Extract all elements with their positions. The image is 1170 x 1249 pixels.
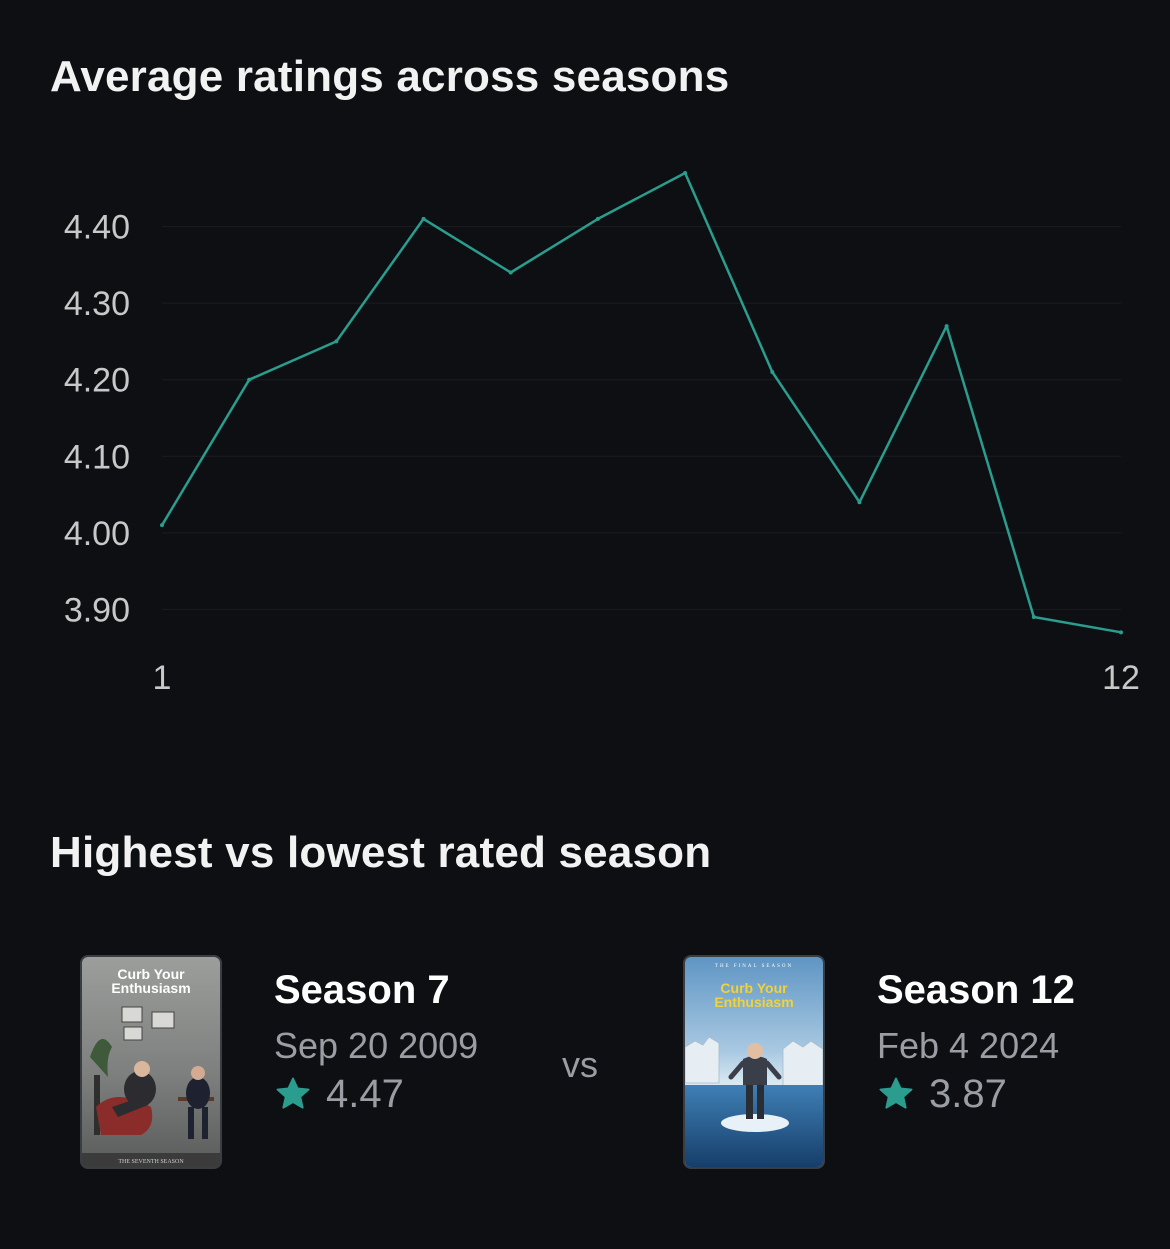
lowest-season-info: Season 12 Feb 4 2024 3.87 — [877, 967, 1170, 1117]
ratings-chart-title: Average ratings across seasons — [50, 52, 730, 101]
lowest-season-rating: 3.87 — [877, 1071, 1170, 1117]
x-tick-label-last: 12 — [1102, 659, 1140, 697]
data-point-season-2 — [247, 377, 252, 382]
series-line — [160, 171, 1122, 634]
poster-7-title-line2: Enthusiasm — [111, 980, 190, 996]
star-icon — [879, 1077, 913, 1109]
data-point-season-10 — [944, 324, 949, 329]
poster-7-tagline: THE SEVENTH SEASON — [118, 1159, 184, 1165]
highest-season-date: Sep 20 2009 — [274, 1025, 479, 1066]
poster-7-title-line1: Curb Your — [117, 966, 185, 982]
y-tick-label: 4.00 — [64, 515, 130, 553]
season-7-poster: Curb Your Enthusiasm THE SEVENTH SEASON — [80, 955, 222, 1169]
data-point-season-12 — [1119, 630, 1123, 635]
highest-season-info: Season 7 Sep 20 2009 4.47 — [274, 967, 574, 1117]
lowest-season-rating-value: 3.87 — [929, 1072, 1007, 1116]
ratings-line-chart: 4.40 4.30 4.20 4.10 4.00 3.90 1 12 — [64, 171, 1140, 697]
y-tick-label: 4.40 — [64, 209, 130, 247]
y-tick-label: 3.90 — [64, 591, 130, 629]
star-icon — [276, 1077, 310, 1109]
highest-season-name: Season 7 — [274, 968, 450, 1012]
data-point-season-4 — [421, 216, 426, 221]
poster-12-tagline: THE FINAL SEASON — [715, 964, 793, 969]
data-point-season-6 — [595, 216, 600, 221]
highest-season-rating: 4.47 — [274, 1071, 574, 1117]
data-point-season-11 — [1031, 615, 1036, 620]
poster-12-title-line2: Enthusiasm — [714, 994, 793, 1010]
vs-label: vs — [562, 1044, 598, 1085]
data-point-season-5 — [508, 270, 513, 275]
season-12-poster: THE FINAL SEASON Curb Your Enthusiasm — [683, 955, 825, 1169]
y-tick-label: 4.30 — [64, 285, 130, 323]
x-axis-ticks: 1 12 — [153, 659, 1140, 697]
highest-season-rating-value: 4.47 — [326, 1072, 404, 1116]
chart-grid — [162, 226, 1121, 610]
x-tick-label-first: 1 — [153, 659, 172, 697]
data-point-season-7 — [683, 171, 688, 175]
data-point-season-3 — [334, 339, 339, 344]
y-axis-ticks: 4.40 4.30 4.20 4.10 4.00 3.90 — [64, 209, 130, 630]
comparison-title: Highest vs lowest rated season — [50, 828, 712, 877]
data-point-season-8 — [770, 370, 775, 375]
y-tick-label: 4.20 — [64, 362, 130, 400]
y-tick-label: 4.10 — [64, 438, 130, 476]
chart-series — [160, 171, 1123, 635]
lowest-season-date: Feb 4 2024 — [877, 1025, 1060, 1066]
poster-12-title-line1: Curb Your — [720, 980, 788, 996]
lowest-season-name: Season 12 — [877, 968, 1075, 1012]
data-point-season-1 — [160, 523, 164, 528]
data-point-season-9 — [857, 500, 862, 505]
